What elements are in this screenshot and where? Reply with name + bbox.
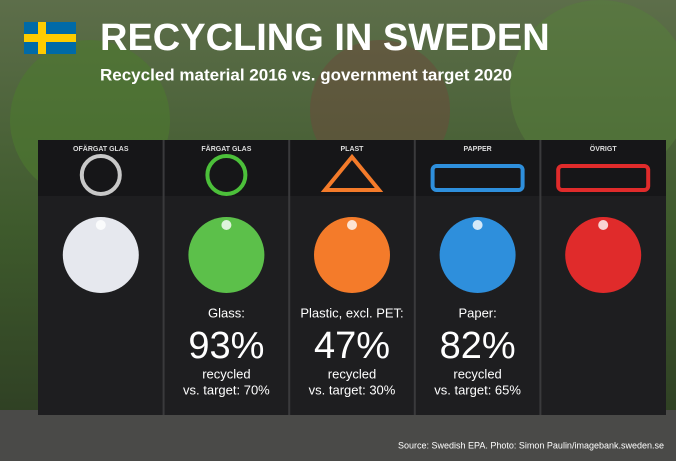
icon <box>565 217 642 293</box>
material: Plastic, excl. PET: <box>300 305 403 320</box>
recycled-share: 47% <box>314 325 390 367</box>
source: Source: Swedish EPA. Photo: Simon Paulin… <box>398 440 664 450</box>
material: Glass: <box>208 305 245 320</box>
icon <box>439 217 516 293</box>
tree <box>510 0 676 180</box>
flag-cross <box>24 34 76 42</box>
icon-badge <box>472 220 483 230</box>
recycled-text: recycled <box>328 366 376 381</box>
bin-label: PLAST <box>341 146 365 153</box>
icon-badge <box>221 220 232 230</box>
recycled-share: 82% <box>440 325 516 367</box>
icon <box>62 217 139 293</box>
opening <box>556 164 651 192</box>
opening <box>205 154 248 196</box>
ground <box>0 410 676 461</box>
recycled-share: 93% <box>188 325 264 367</box>
bin-label: FÄRGAT GLAS <box>201 145 251 153</box>
opening <box>430 164 525 192</box>
bin-columns: OFÄRGAT GLAS FÄRGAT GLASGlass:93%recycled… <box>62 140 651 415</box>
target: vs. target: 65% <box>434 382 521 397</box>
icon-badge <box>598 220 609 230</box>
icon <box>314 217 390 293</box>
title: RECYCLING IN SWEDEN <box>100 17 550 59</box>
opening <box>320 153 384 192</box>
opening <box>79 154 122 196</box>
target: vs. target: 70% <box>183 382 270 397</box>
subtitle: Recycled material 2016 vs. government ta… <box>100 65 512 84</box>
icon-badge <box>95 220 106 230</box>
recycled-text: recycled <box>453 366 501 381</box>
bin-label: ÖVRIGT <box>590 144 618 153</box>
recycled-text: recycled <box>202 366 250 381</box>
material: Paper: <box>458 305 496 320</box>
icon-badge <box>347 220 357 230</box>
icon <box>188 217 265 293</box>
bin-label: OFÄRGAT GLAS <box>73 145 129 153</box>
target: vs. target: 30% <box>309 382 396 397</box>
bin-label: PAPPER <box>463 146 491 153</box>
